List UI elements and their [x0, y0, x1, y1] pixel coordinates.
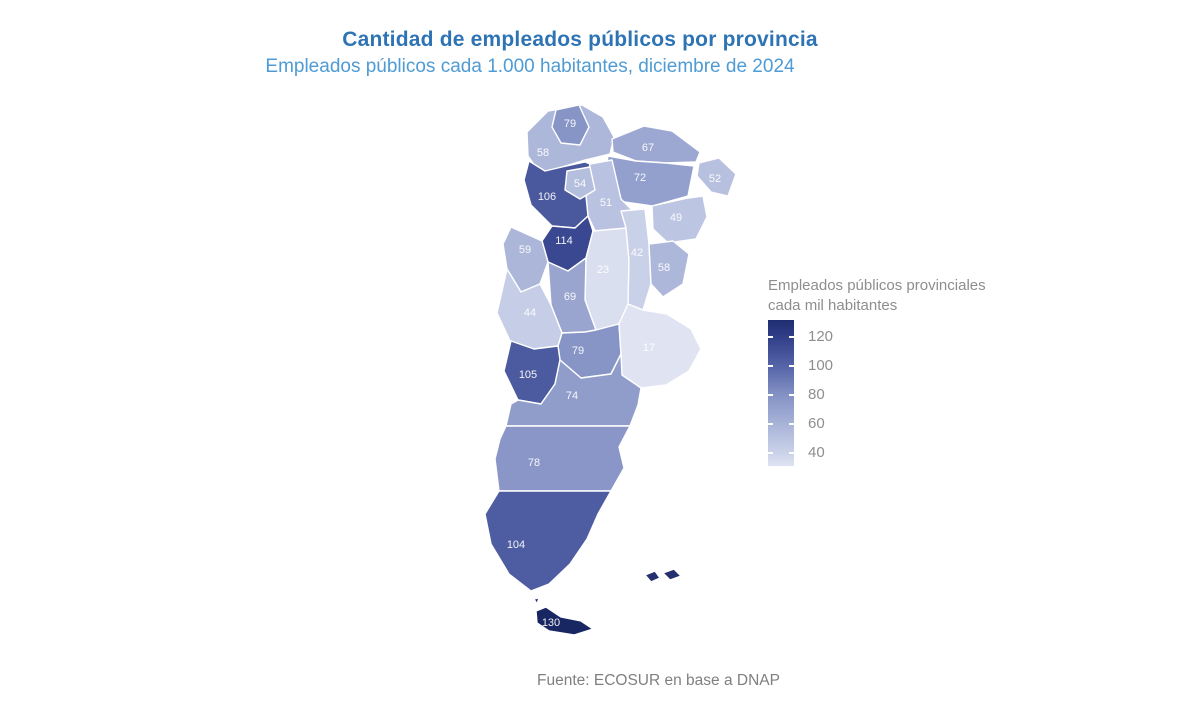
- legend-tick-mark: [768, 423, 773, 425]
- province-value-label: 52: [709, 173, 721, 185]
- province-shapes: [484, 104, 737, 636]
- province-value-label: 17: [643, 342, 655, 354]
- province-value-label: 54: [574, 178, 586, 190]
- legend-gradient-bar: [768, 320, 794, 466]
- legend-tick-mark: [789, 394, 794, 396]
- province-rio-negro: [505, 353, 642, 427]
- province-tierra-del-fuego: [535, 606, 594, 636]
- province-formosa: [611, 125, 701, 164]
- isla-de-los-estados-islet: [533, 597, 540, 605]
- province-entre-rios: [648, 240, 690, 298]
- legend-tick-mark: [789, 336, 794, 338]
- province-value-label: 79: [572, 345, 584, 357]
- province-value-label: 51: [600, 197, 612, 209]
- province-value-label: 106: [538, 191, 556, 203]
- legend-tick-mark: [789, 423, 794, 425]
- province-value-label: 78: [528, 457, 540, 469]
- province-misiones: [696, 157, 737, 197]
- province-value-label: 23: [597, 264, 609, 276]
- legend: Empleados públicos provinciales cada mil…: [768, 276, 1028, 466]
- province-value-label: 58: [537, 147, 549, 159]
- province-value-label: 105: [519, 369, 537, 381]
- legend-tick-label: 40: [808, 444, 825, 461]
- legend-title-line2: cada mil habitantes: [768, 297, 898, 314]
- source-note: Fuente: ECOSUR en base a DNAP: [537, 672, 780, 689]
- province-value-label: 74: [566, 390, 578, 402]
- province-value-label: 130: [542, 617, 560, 629]
- legend-tick-label: 100: [808, 357, 834, 374]
- legend-tick-label: 80: [808, 386, 825, 403]
- province-value-label: 67: [642, 142, 654, 154]
- legend-title: Empleados públicos provinciales cada mil…: [768, 276, 1028, 316]
- province-value-label: 58: [658, 262, 670, 274]
- legend-title-line1: Empleados públicos provinciales: [768, 277, 986, 294]
- province-value-label: 114: [555, 235, 573, 247]
- province-value-label: 49: [670, 212, 682, 224]
- province-value-label: 79: [564, 118, 576, 130]
- page-title: Cantidad de empleados públicos por provi…: [342, 28, 818, 51]
- legend-tick-mark: [789, 365, 794, 367]
- malvinas-east-island: [662, 568, 682, 581]
- province-value-label: 44: [524, 307, 536, 319]
- province-chubut: [494, 425, 631, 492]
- province-corrientes: [651, 195, 708, 244]
- page-subtitle: Empleados públicos cada 1.000 habitantes…: [265, 56, 795, 77]
- province-value-label: 72: [634, 172, 646, 184]
- province-buenos-aires: [618, 303, 702, 389]
- province-value-label: 69: [564, 291, 576, 303]
- legend-tick-label: 60: [808, 415, 825, 432]
- legend-tick-mark: [768, 336, 773, 338]
- province-tucuman: [564, 166, 596, 200]
- legend-tick-label: 120: [808, 328, 834, 345]
- province-value-label: 42: [631, 247, 643, 259]
- legend-tick-mark: [768, 394, 773, 396]
- legend-ticks: 120 100 80 60 40: [768, 320, 888, 466]
- province-jujuy: [551, 104, 590, 146]
- islands-group: [533, 568, 682, 605]
- province-value-label: 59: [519, 244, 531, 256]
- province-value-label: 104: [507, 539, 525, 551]
- legend-tick-mark: [768, 452, 773, 454]
- legend-tick-mark: [789, 452, 794, 454]
- legend-tick-mark: [768, 365, 773, 367]
- province-santa-cruz: [484, 490, 612, 592]
- malvinas-west-island: [644, 570, 661, 583]
